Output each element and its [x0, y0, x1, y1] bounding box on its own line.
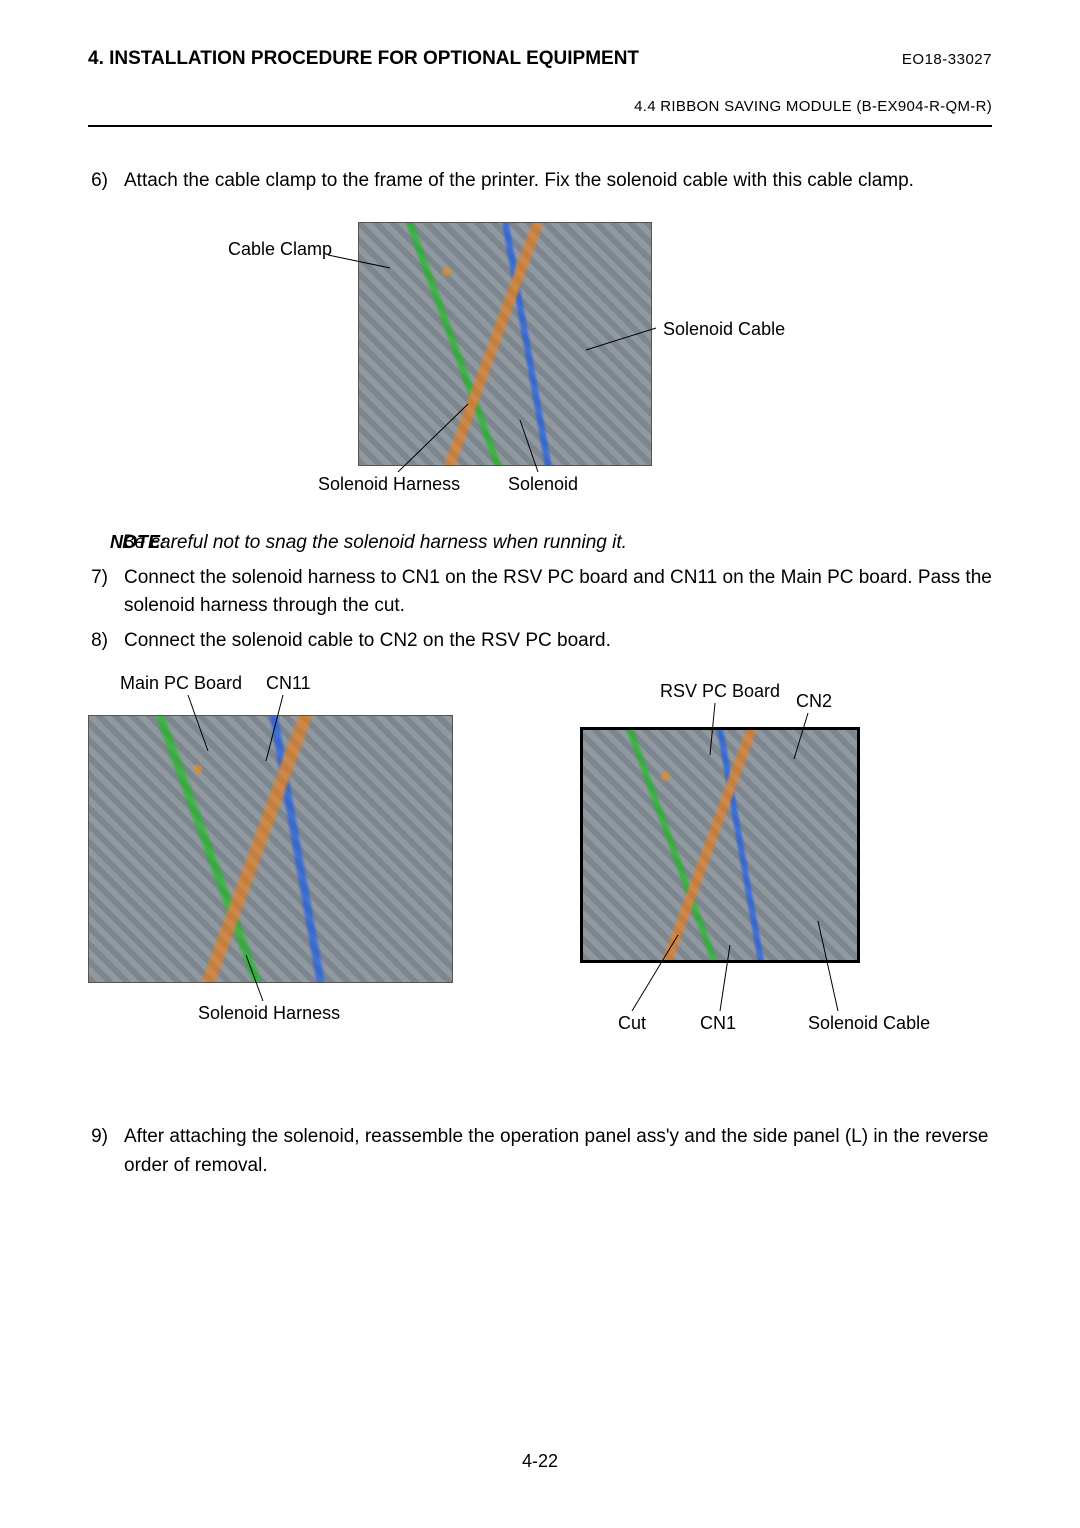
step-6: 6) Attach the cable clamp to the frame o… [88, 167, 992, 196]
label-cable-clamp: Cable Clamp [228, 239, 332, 260]
label-solenoid-harness-2: Solenoid Harness [198, 1003, 340, 1024]
figure-row: Main PC Board CN11 Solenoid Harness RSV … [88, 673, 992, 1053]
label-solenoid-cable: Solenoid Cable [663, 319, 785, 340]
step-text: After attaching the solenoid, reassemble… [124, 1123, 992, 1180]
step-number: 8) [88, 627, 124, 656]
label-cn1: CN1 [700, 1013, 736, 1034]
step-number: 9) [88, 1123, 124, 1180]
step-number: 7) [88, 564, 124, 621]
figure-2b: RSV PC Board CN2 Cut CN1 Solenoid Cable [560, 673, 992, 1053]
note-body: Be careful not to snag the solenoid harn… [122, 532, 627, 553]
figure-2a-image [88, 715, 453, 983]
label-cn2: CN2 [796, 691, 832, 712]
doc-code: EO18-33027 [902, 51, 992, 68]
section-title: 4. INSTALLATION PROCEDURE FOR OPTIONAL E… [88, 48, 639, 70]
page-number: 4-22 [0, 1451, 1080, 1472]
figure-1: Cable Clamp Solenoid Cable Solenoid Harn… [88, 214, 992, 514]
label-cut: Cut [618, 1013, 646, 1034]
figure-1-image [358, 222, 652, 466]
figure-2a: Main PC Board CN11 Solenoid Harness [88, 673, 520, 1053]
label-rsv-pc-board: RSV PC Board [660, 681, 780, 702]
step-9: 9) After attaching the solenoid, reassem… [88, 1123, 992, 1180]
label-solenoid-cable-2: Solenoid Cable [808, 1013, 930, 1034]
step-8: 8) Connect the solenoid cable to CN2 on … [88, 627, 992, 656]
header-row: 4. INSTALLATION PROCEDURE FOR OPTIONAL E… [88, 48, 992, 70]
figure-2b-image [580, 727, 860, 963]
step-text: Connect the solenoid cable to CN2 on the… [124, 627, 992, 656]
step-text: Attach the cable clamp to the frame of t… [124, 167, 992, 196]
note-label: NOTE: [110, 532, 166, 553]
step-text: Connect the solenoid harness to CN1 on t… [124, 564, 992, 621]
note: NOTE: Be careful not to snag the solenoi… [110, 532, 992, 554]
content: 6) Attach the cable clamp to the frame o… [88, 167, 992, 1180]
label-cn11: CN11 [266, 673, 311, 694]
label-solenoid-harness: Solenoid Harness [318, 474, 460, 495]
header-divider [88, 125, 992, 127]
label-main-pc-board: Main PC Board [120, 673, 242, 694]
label-solenoid: Solenoid [508, 474, 578, 495]
page: 4. INSTALLATION PROCEDURE FOR OPTIONAL E… [0, 0, 1080, 1528]
sub-section: 4.4 RIBBON SAVING MODULE (B-EX904-R-QM-R… [88, 98, 992, 115]
step-number: 6) [88, 167, 124, 196]
step-7: 7) Connect the solenoid harness to CN1 o… [88, 564, 992, 621]
